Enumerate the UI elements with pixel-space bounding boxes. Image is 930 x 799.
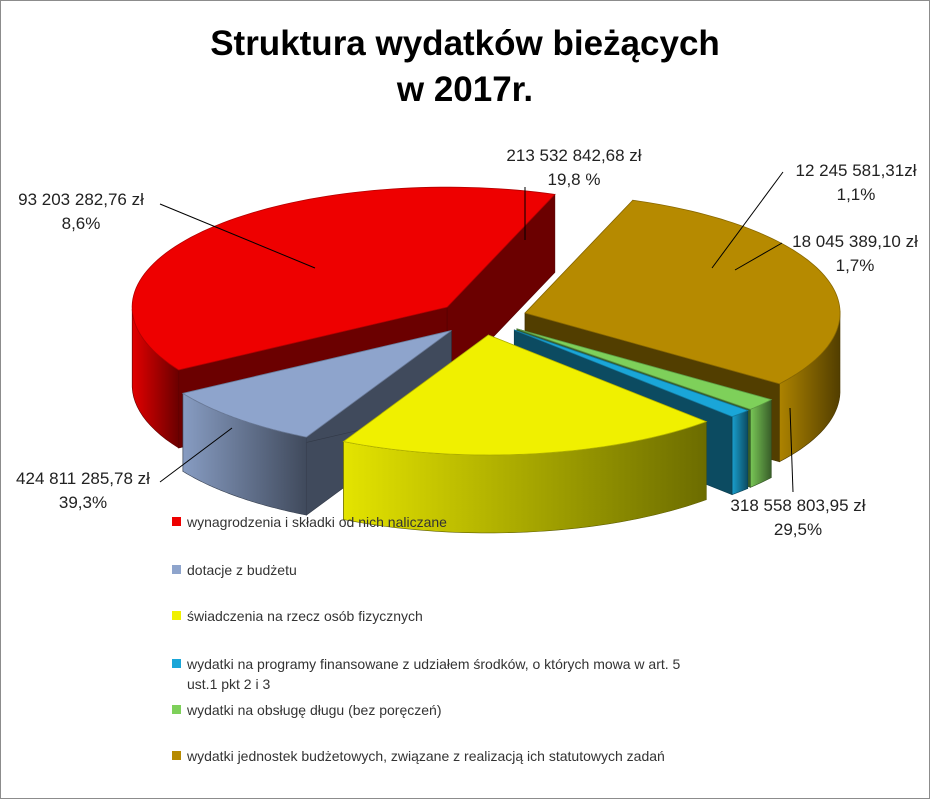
slice-label-dotacje: 93 203 282,76 zł 8,6% <box>6 188 156 236</box>
legend-swatch <box>172 659 181 668</box>
leader-line <box>711 171 784 269</box>
leader-line <box>159 427 233 483</box>
legend-label: wydatki na obsługę długu (bez poręczeń) <box>187 702 442 718</box>
slice-label-programy: 12 245 581,31zł 1,1% <box>786 159 926 207</box>
pie-slice <box>342 334 708 456</box>
slice-label-wynagrodzenia: 424 811 285,78 zł 39,3% <box>8 467 158 515</box>
legend-label: świadczenia na rzecz osób fizycznych <box>187 608 423 624</box>
chart-title-line2: w 2017r. <box>396 70 534 109</box>
chart-title-line1: Struktura wydatków bieżących <box>210 24 720 63</box>
legend-swatch <box>172 565 181 574</box>
slice-value-label: 318 558 803,95 zł <box>730 496 866 515</box>
legend-label: dotacje z budżetu <box>187 562 297 578</box>
slice-percent-label: 1,7% <box>835 256 875 275</box>
slice-percent-label: 29,5% <box>773 520 823 539</box>
slice-value-label: 12 245 581,31zł <box>795 161 917 180</box>
slice-outer-wall <box>750 399 772 488</box>
legend-swatch <box>172 751 181 760</box>
pie-slice <box>516 328 773 410</box>
slice-percent-label: 39,3% <box>58 493 108 512</box>
legend-label: wydatki jednostek budżetowych, związane … <box>187 748 665 764</box>
slice-value-label: 18 045 389,10 zł <box>792 232 918 251</box>
legend-swatch <box>172 611 181 620</box>
pie-slice <box>131 186 556 371</box>
leader-line <box>789 407 794 493</box>
pie-slice <box>524 199 841 385</box>
leader-line <box>734 242 783 271</box>
slice-percent-label: 1,1% <box>836 185 876 204</box>
slice-value-label: 93 203 282,76 zł <box>18 190 144 209</box>
legend-swatch <box>172 517 181 526</box>
pie-slice <box>181 330 452 438</box>
slice-percent-label: 8,6% <box>61 214 101 233</box>
slice-label-jednostki: 318 558 803,95 zł 29,5% <box>718 494 878 542</box>
slice-outer-wall <box>731 410 749 496</box>
slice-label-swiadczenia: 213 532 842,68 zł 19,8 % <box>494 144 654 192</box>
legend-swatch <box>172 705 181 714</box>
legend-label: wydatki na programy finansowane z udział… <box>187 656 681 692</box>
slice-label-dlug: 18 045 389,10 zł 1,7% <box>782 230 928 278</box>
slice-percent-label: 19,8 % <box>547 170 601 189</box>
slice-value-label: 213 532 842,68 zł <box>506 146 642 165</box>
pie-slice <box>514 329 749 418</box>
slice-value-label: 424 811 285,78 zł <box>16 469 150 488</box>
legend-label: wynagrodzenia i składki od nich naliczan… <box>187 514 447 530</box>
leader-line <box>159 203 316 269</box>
